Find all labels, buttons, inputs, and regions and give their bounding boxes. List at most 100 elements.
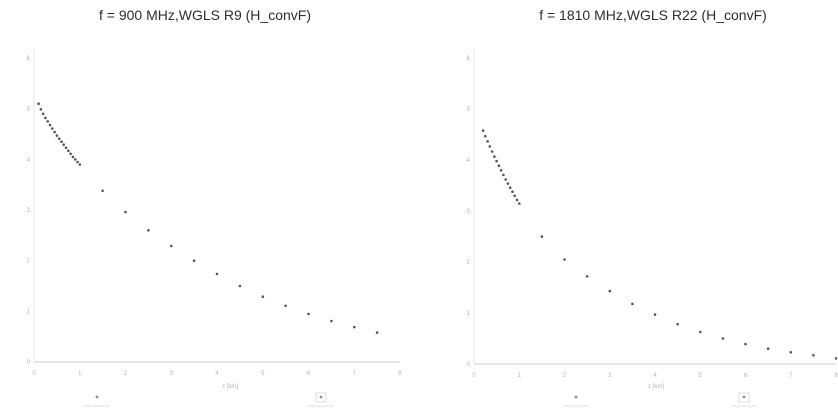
- data-point: [62, 143, 65, 146]
- data-point: [170, 244, 173, 248]
- data-point: [69, 152, 72, 156]
- data-point: [495, 159, 498, 163]
- data-point: [540, 235, 544, 238]
- data-point: [124, 210, 127, 214]
- data-point: [653, 313, 657, 316]
- x-tick-label: 6: [307, 371, 311, 377]
- data-point: [812, 354, 815, 357]
- data-point: [511, 190, 514, 193]
- data-points: [37, 102, 379, 334]
- data-point: [284, 304, 287, 308]
- data-point: [699, 330, 702, 334]
- data-point: [504, 178, 508, 181]
- data-point: [375, 331, 379, 334]
- data-point: [518, 202, 521, 205]
- y-tick-label: 6: [27, 56, 31, 62]
- data-point: [48, 123, 52, 127]
- data-point: [506, 182, 510, 185]
- data-point: [502, 173, 505, 177]
- data-point: [721, 337, 725, 340]
- data-point: [486, 140, 489, 143]
- x-tick-label: 7: [789, 373, 793, 379]
- legend: [564, 392, 756, 407]
- data-point: [766, 347, 770, 351]
- data-point: [481, 129, 485, 132]
- x-tick-label: 0: [472, 373, 476, 379]
- data-point: [39, 108, 43, 111]
- data-point: [55, 134, 59, 137]
- data-point: [744, 342, 747, 346]
- y-tick-label: 1: [467, 311, 471, 317]
- y-tick-labels: 0 1 2 3 4 5 6: [467, 56, 471, 368]
- y-tick-label: 2: [27, 259, 31, 265]
- data-point: [513, 194, 516, 198]
- data-point: [64, 146, 68, 150]
- y-tick-label: 3: [27, 208, 31, 214]
- x-tick-label: 0: [32, 371, 36, 377]
- y-tick-label: 4: [467, 158, 471, 164]
- legend-entry: [85, 395, 109, 407]
- data-point: [307, 312, 310, 316]
- y-tick-labels: 0 1 2 3 4 5 6: [27, 56, 31, 366]
- x-tick-label: 8: [834, 373, 838, 379]
- data-point: [67, 149, 70, 153]
- data-point: [834, 357, 838, 360]
- y-tick-label: 0: [467, 362, 471, 368]
- data-point: [497, 164, 501, 167]
- data-point: [76, 160, 79, 164]
- legend-entry: [564, 395, 588, 407]
- legend-entry: [732, 392, 756, 407]
- data-point: [73, 158, 77, 161]
- x-tick-label: 1: [518, 373, 522, 379]
- data-point: [676, 322, 679, 326]
- x-tick-label: 8: [398, 371, 402, 377]
- data-point: [493, 155, 496, 158]
- data-points: [481, 129, 838, 360]
- y-tick-label: 4: [27, 157, 31, 163]
- x-tick-label: 5: [699, 373, 703, 379]
- x-tick-label: 2: [124, 371, 128, 377]
- x-tick-label: 6: [744, 373, 748, 379]
- x-tick-label: 5: [261, 371, 265, 377]
- y-tick-label: 5: [467, 107, 471, 113]
- data-point: [57, 137, 61, 140]
- x-tick-labels: 0 1 2 3 4 5 6 7 8: [472, 373, 838, 379]
- data-point: [488, 145, 492, 148]
- data-point: [53, 130, 56, 134]
- x-tick-label: 7: [353, 371, 357, 377]
- x-axis-label: z [km]: [648, 384, 664, 390]
- data-point: [101, 189, 104, 193]
- chart-title: f = 900 MHz,WGLS R9 (H_convF): [99, 7, 311, 23]
- data-point: [41, 112, 45, 116]
- data-point: [215, 272, 219, 276]
- x-tick-label: 2: [563, 373, 567, 379]
- y-tick-label: 2: [467, 260, 471, 266]
- x-axis-label: z [km]: [222, 384, 238, 390]
- data-point: [585, 275, 589, 278]
- data-point: [499, 169, 503, 172]
- data-point: [78, 163, 82, 166]
- x-tick-label: 4: [215, 371, 219, 377]
- y-tick-label: 5: [27, 107, 31, 113]
- data-point: [37, 102, 40, 105]
- data-point: [261, 295, 265, 299]
- data-point: [46, 120, 49, 123]
- legend-marker: [315, 392, 327, 403]
- y-tick-label: 0: [27, 360, 31, 366]
- legend-entry: [309, 392, 333, 407]
- chart-title: f = 1810 MHz,WGLS R22 (H_convF): [539, 7, 767, 23]
- y-tick-label: 6: [467, 56, 471, 62]
- data-point: [238, 284, 242, 288]
- x-tick-label: 3: [608, 373, 612, 379]
- y-tick-label: 1: [27, 309, 31, 315]
- data-point: [147, 229, 150, 232]
- data-point: [51, 127, 54, 130]
- data-point: [330, 319, 333, 323]
- data-point: [60, 140, 63, 143]
- data-point: [608, 289, 612, 293]
- legend-marker: [738, 392, 750, 403]
- data-point: [353, 325, 356, 329]
- data-point: [192, 259, 196, 263]
- x-tick-label: 3: [170, 371, 174, 377]
